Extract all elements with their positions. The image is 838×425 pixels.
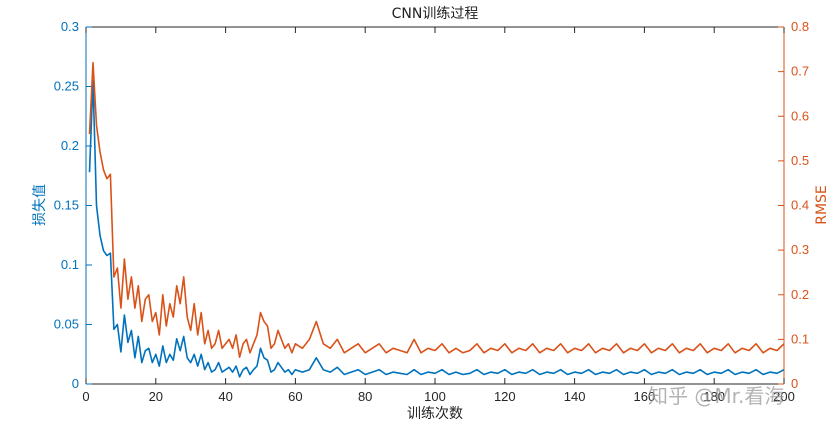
x-axis-label: 训练次数 xyxy=(407,406,463,422)
y-left-tick-label: 0.1 xyxy=(61,257,79,272)
y-right-tick-label: 0.2 xyxy=(791,287,809,302)
x-tick-label: 160 xyxy=(634,389,656,404)
y-axis-left-label: 损失值 xyxy=(32,184,48,226)
y-axis-right-label: RMSE xyxy=(814,185,830,225)
y-left-tick-label: 0.15 xyxy=(54,198,79,213)
y-right-tick-label: 0.1 xyxy=(791,331,809,346)
x-tick-label: 0 xyxy=(82,389,89,404)
y-right-tick-label: 0.4 xyxy=(791,198,809,213)
y-left-tick-label: 0.25 xyxy=(54,79,79,94)
y-right-tick-label: 0.8 xyxy=(791,19,809,34)
x-tick-label: 80 xyxy=(358,389,372,404)
x-tick-label: 120 xyxy=(494,389,516,404)
y-left-tick-label: 0.05 xyxy=(54,317,79,332)
ticks: 0 20 40 60 80 100 120 140 160 180 20000.050.10.150… xyxy=(54,19,809,404)
series-line-loss xyxy=(88,79,785,378)
y-right-tick-label: 0.6 xyxy=(791,108,809,123)
chart-title: CNN训练过程 xyxy=(392,6,479,22)
x-tick-label: 60 xyxy=(288,389,302,404)
y-left-tick-label: 0 xyxy=(72,376,79,391)
x-tick-label: 100 xyxy=(424,389,446,404)
y-right-tick-label: 0.5 xyxy=(791,153,809,168)
y-right-tick-label: 0.3 xyxy=(791,242,809,257)
series-line-rmse xyxy=(88,61,785,359)
y-right-tick-label: 0 xyxy=(791,376,798,391)
y-left-tick-label: 0.3 xyxy=(61,19,79,34)
x-tick-label: 200 xyxy=(773,389,795,404)
x-tick-label: 140 xyxy=(564,389,586,404)
y-left-tick-label: 0.2 xyxy=(61,138,79,153)
x-tick-label: 20 xyxy=(149,389,163,404)
watermark: 知乎 @Mr.看海 xyxy=(648,384,785,408)
series-layer xyxy=(88,61,785,378)
x-tick-label: 40 xyxy=(218,389,232,404)
y-right-tick-label: 0.7 xyxy=(791,64,809,79)
x-tick-label: 180 xyxy=(703,389,725,404)
